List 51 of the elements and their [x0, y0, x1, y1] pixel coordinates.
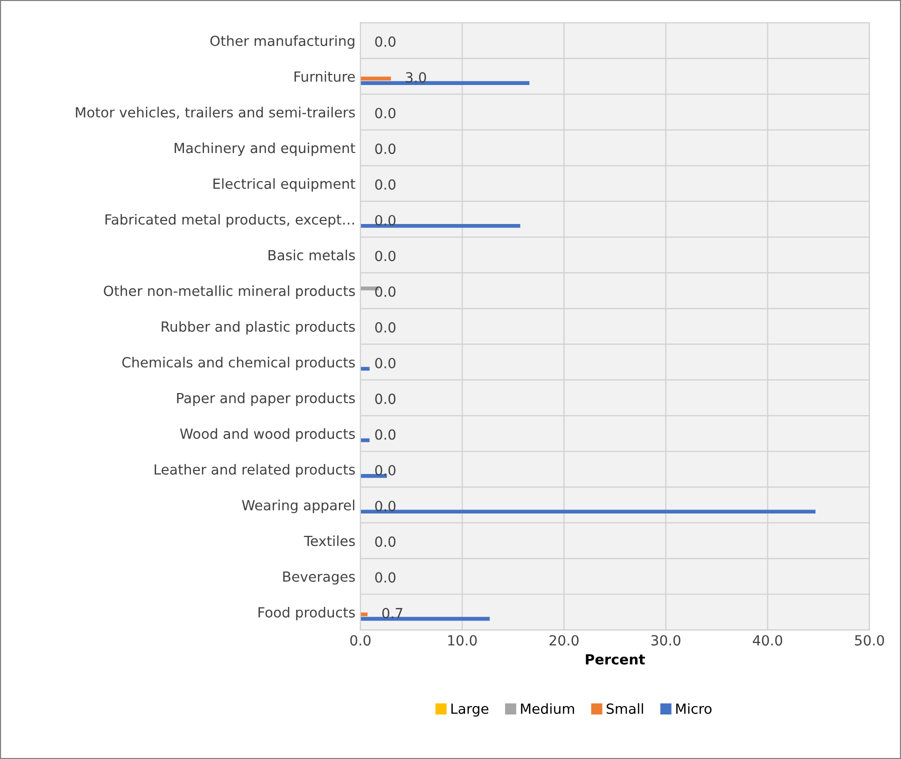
y-tick-label: Basic metals — [268, 250, 355, 260]
data-label: 0.0 — [375, 286, 396, 297]
x-tick-label: 40.0 — [752, 635, 782, 646]
bar — [360, 81, 530, 85]
y-tick-label: Furniture — [294, 71, 355, 82]
y-tick-label: Machinery and equipment — [174, 142, 356, 156]
x-tick-label: 10.0 — [448, 635, 477, 646]
y-tick-label: Wearing apparel — [242, 500, 354, 514]
x-tick-label: 30.0 — [651, 635, 680, 646]
data-label: 0.0 — [375, 36, 396, 47]
y-tick-label: Textiles — [304, 535, 355, 546]
data-label: 0.0 — [375, 322, 396, 333]
y-tick-label: Paper and paper products — [177, 392, 355, 406]
data-label: 0.0 — [375, 214, 396, 226]
y-tick-label: Fabricated metal products, except… — [106, 214, 354, 228]
y-tick-label: Electrical equipment — [213, 178, 356, 192]
y-tick-label: Other manufacturing — [210, 35, 354, 49]
bar — [360, 474, 387, 478]
legend-label: Large — [451, 704, 488, 717]
data-label: 0.0 — [375, 250, 396, 262]
data-label: 0.0 — [375, 464, 396, 476]
x-tick-label: 20.0 — [550, 635, 579, 646]
bar — [360, 76, 391, 80]
y-tick-label: Food products — [258, 606, 355, 620]
legend-label: Micro — [676, 703, 712, 714]
y-tick-label: Chemicals and chemical products — [122, 356, 355, 370]
y-tick-label: Other non-metallic mineral products — [104, 285, 355, 299]
bar — [360, 224, 520, 228]
y-tick-label: Leather and related products — [154, 464, 355, 478]
data-label: 0.0 — [375, 108, 396, 118]
y-tick-label: Rubber and plastic products — [162, 321, 355, 335]
data-label: 0.7 — [382, 608, 402, 618]
x-tick-label: 50.0 — [855, 635, 884, 646]
x-axis-title: Percent — [586, 654, 645, 665]
data-label: 0.0 — [375, 394, 396, 404]
x-tick-label: 0.0 — [350, 635, 371, 646]
data-label: 0.0 — [375, 144, 396, 154]
data-label: 0.0 — [375, 358, 396, 368]
data-label: 0.0 — [375, 500, 396, 512]
data-label: 0.0 — [375, 572, 396, 583]
data-label: 0.0 — [375, 179, 396, 190]
y-tick-label: Motor vehicles, trailers and semi-trailers — [76, 106, 355, 119]
bar — [360, 616, 490, 621]
y-tick-label: Wood and wood products — [180, 428, 355, 442]
data-label: 3.0 — [406, 72, 426, 83]
legend-label: Medium — [521, 703, 574, 714]
data-label: 0.0 — [375, 536, 396, 547]
legend-label: Small — [606, 703, 644, 714]
bar — [360, 510, 816, 514]
y-tick-label: Beverages — [283, 572, 355, 585]
data-label: 0.0 — [375, 429, 396, 440]
